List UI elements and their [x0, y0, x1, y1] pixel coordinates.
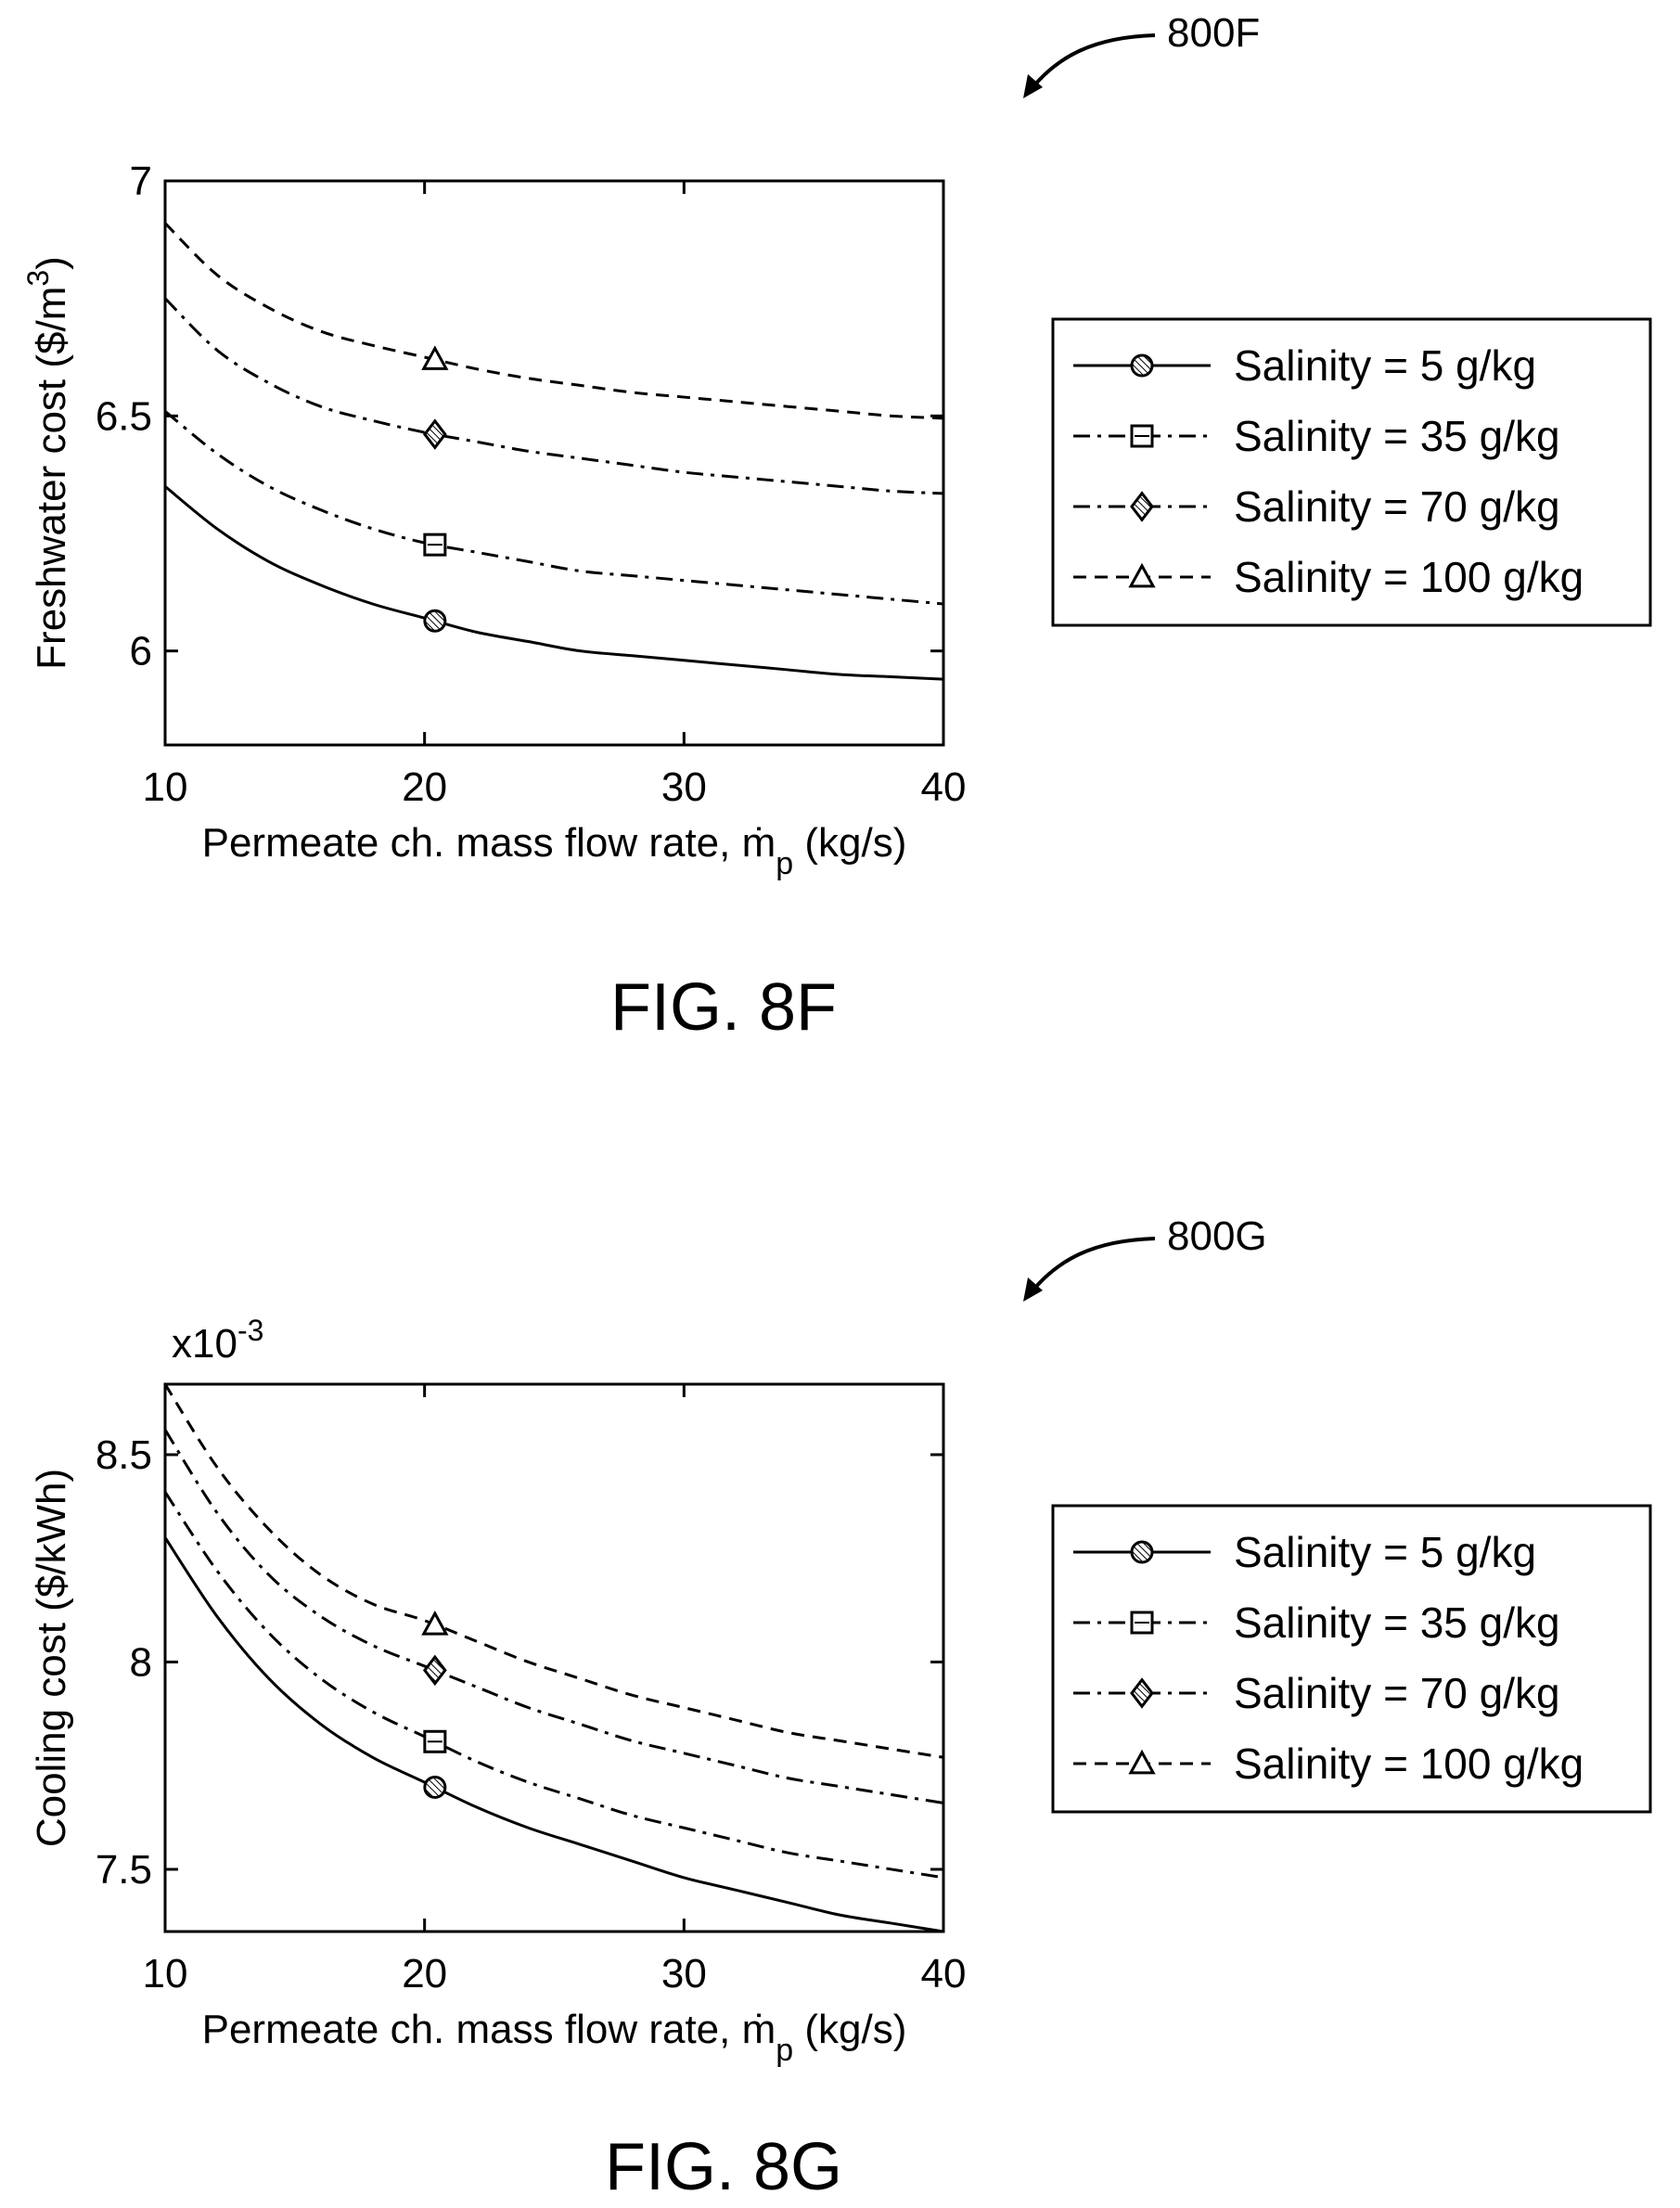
figure-caption-8g: FIG. 8G	[605, 2130, 842, 2204]
series-line-salinity-35-g-kg	[165, 1491, 943, 1880]
legend-label-salinity-100-g-kg: Salinity = 100 g/kg	[1234, 553, 1584, 601]
x-tick-label: 30	[661, 1951, 707, 1996]
x-tick-label: 20	[402, 764, 447, 810]
reference-arrow-800f	[1023, 33, 1156, 98]
y-axis-label: Freshwater cost ($/m3)	[21, 256, 74, 670]
data-point-salinity-70-g-kg	[422, 418, 447, 450]
reference-label-800g: 800G	[1167, 1213, 1267, 1259]
reference-label-800f: 800F	[1167, 10, 1260, 56]
x-tick-label: 10	[143, 764, 188, 810]
chart-cooling-cost: 10 20 30 40 7.5 8 8.5 Permeate ch. mass flow ra…	[29, 1314, 1652, 2068]
legend-label-salinity-70-g-kg: Salinity = 70 g/kg	[1234, 482, 1560, 531]
legend-label-salinity-35-g-kg: Salinity = 35 g/kg	[1234, 412, 1560, 460]
legend-marker-salinity-70-g-kg	[1130, 1677, 1154, 1709]
data-point-salinity-35-g-kg	[423, 1729, 447, 1753]
x-tick-label: 40	[921, 764, 967, 810]
legend-label-salinity-5-g-kg: Salinity = 5 g/kg	[1234, 1528, 1536, 1576]
plot-frame	[163, 179, 945, 747]
series-line-salinity-5-g-kg	[165, 1536, 943, 1932]
series-line-salinity-100-g-kg	[165, 1384, 943, 1759]
y-tick-label: 8	[130, 1639, 152, 1685]
legend-marker-salinity-100-g-kg	[1128, 562, 1156, 588]
figure-8g: 800G 10 20 30 40 7.5 8 8.5 Permeate ch. mass fl…	[29, 1213, 1652, 2204]
legend-marker-salinity-35-g-kg	[1130, 424, 1154, 448]
legend: Salinity = 5 g/kg Salinity = 35 g/kg Salin…	[1051, 1504, 1652, 1814]
x-tick-label: 20	[402, 1951, 447, 1996]
legend-label-salinity-70-g-kg: Salinity = 70 g/kg	[1234, 1669, 1560, 1717]
series-line-salinity-100-g-kg	[165, 222, 943, 420]
legend-marker-salinity-5-g-kg	[1130, 1540, 1154, 1564]
data-point-salinity-5-g-kg	[423, 1775, 447, 1799]
data-point-salinity-100-g-kg	[421, 345, 449, 370]
series-line-salinity-35-g-kg	[165, 410, 943, 606]
series-line-salinity-5-g-kg	[165, 485, 943, 681]
y-tick-label: 8.5	[96, 1432, 152, 1478]
legend-marker-salinity-70-g-kg	[1130, 491, 1154, 522]
y-scale-factor: x10-3	[172, 1314, 263, 1367]
y-axis-label: Cooling cost ($/kWh)	[29, 1469, 74, 1847]
x-tick-label: 30	[661, 764, 707, 810]
y-tick-label: 7	[130, 159, 152, 204]
y-tick-label: 6	[130, 629, 152, 674]
series-line-salinity-70-g-kg	[165, 297, 943, 495]
legend-marker-salinity-5-g-kg	[1130, 353, 1154, 378]
plot-frame	[163, 1382, 945, 1933]
legend-marker-salinity-35-g-kg	[1130, 1611, 1154, 1635]
legend-marker-salinity-100-g-kg	[1128, 1749, 1156, 1775]
data-point-salinity-5-g-kg	[423, 609, 447, 633]
data-point-salinity-35-g-kg	[423, 533, 447, 557]
legend-label-salinity-35-g-kg: Salinity = 35 g/kg	[1234, 1598, 1560, 1647]
chart-freshwater-cost: 10 20 30 40 6 6.5 7 Permeate ch. mass flow rate…	[21, 159, 1652, 881]
y-tick-label: 6.5	[96, 393, 152, 439]
y-tick-label: 7.5	[96, 1847, 152, 1893]
data-point-salinity-70-g-kg	[422, 1654, 447, 1687]
x-tick-label: 40	[921, 1951, 967, 1996]
x-axis-label: Permeate ch. mass flow rate, ṁp (kg/s)	[202, 2007, 907, 2068]
x-axis-label: Permeate ch. mass flow rate, ṁp (kg/s)	[202, 820, 907, 881]
x-tick-label: 10	[143, 1951, 188, 1996]
legend-label-salinity-100-g-kg: Salinity = 100 g/kg	[1234, 1739, 1584, 1788]
series-line-salinity-70-g-kg	[165, 1429, 943, 1804]
figure-8f: 800F 10 20 30 40 6 6.5 7 Permeate ch. mass flow…	[21, 10, 1652, 1045]
legend: Salinity = 5 g/kg Salinity = 35 g/kg Salin…	[1051, 317, 1652, 627]
figure-caption-8f: FIG. 8F	[610, 970, 837, 1045]
legend-label-salinity-5-g-kg: Salinity = 5 g/kg	[1234, 341, 1536, 390]
data-point-salinity-100-g-kg	[421, 1611, 449, 1636]
reference-arrow-800g	[1023, 1237, 1156, 1302]
